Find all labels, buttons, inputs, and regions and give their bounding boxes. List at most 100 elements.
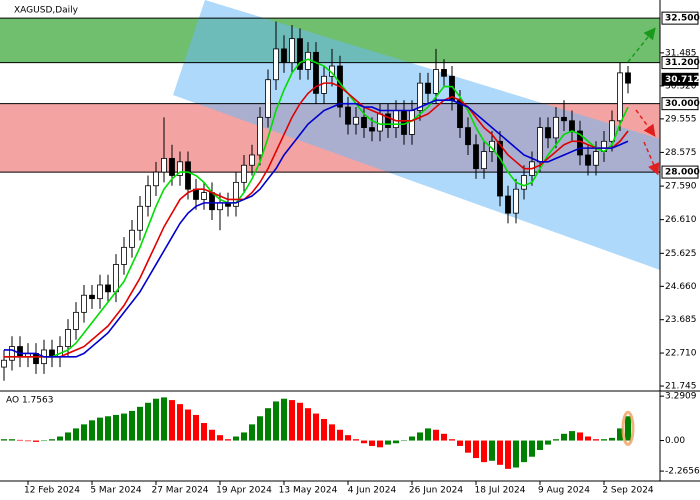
price-label: 32.500 [665,14,700,24]
candle-body [553,116,559,139]
candle-body [73,311,79,330]
chart-title: XAGUSD,Daily [14,6,79,16]
ao-bar [185,409,191,441]
candle-body [473,144,479,170]
ao-bar [1,439,7,441]
y-tick-label: 21.745 [665,382,697,392]
ao-bar [313,413,319,441]
ao-bar [17,439,23,441]
candle-body [113,264,119,293]
ao-bar [105,416,111,441]
price-label-box [661,11,699,25]
candle-body [81,294,87,313]
ao-bar [625,416,631,441]
ao-bar [297,402,303,441]
y-tick-label: 3.2909 [665,392,697,402]
ao-bar [377,440,383,448]
moving-average [4,58,629,358]
x-tick-label: 5 Mar 2024 [90,486,142,496]
y-tick-label: 23.685 [665,315,697,325]
ao-bar [609,437,615,441]
ao-bar [521,440,527,463]
ao-bar [233,436,239,441]
ao-bar [73,428,79,441]
ao-bar [145,402,151,441]
y-tick-label: 29.555 [665,114,697,124]
candle-body [617,72,623,122]
ao-bar [9,439,15,441]
ao-bar [577,432,583,441]
candle-body [129,229,135,248]
x-tick-label: 4 Jun 2024 [348,486,397,496]
ao-bar [121,413,127,441]
ao-panel [1,397,635,469]
y-tick-label: -2.2656 [665,467,700,477]
ao-bar [569,431,575,441]
candle-body [169,157,175,176]
candle-body [105,284,111,293]
candle-body [465,127,471,146]
candle-body [321,75,327,94]
price-channel [173,0,660,270]
candle-body [89,294,95,300]
x-tick-label: 19 Apr 2024 [216,486,272,496]
candle-body [393,110,399,129]
ao-bar [585,436,591,441]
candle-body [121,246,127,265]
ao-bar [473,440,479,459]
candle-body [209,192,215,211]
axes [0,0,700,482]
ao-bar [161,397,167,441]
ao-bar [25,440,31,442]
ao-bar [257,416,263,441]
ao-bar [65,432,71,441]
x-tick-label: 26 Jun 2024 [409,486,463,496]
candle-body [281,48,287,64]
y-tick-label: 22.710 [665,349,697,359]
ao-bar [153,398,159,441]
indicator-title: AO 1.7563 [6,396,53,406]
ao-bar [545,440,551,445]
ao-bar [353,439,359,441]
x-tick-label: 2 Sep 2024 [602,486,654,496]
candle-body [377,113,383,132]
candle-body [513,188,519,214]
ao-bar [273,401,279,441]
ao-bar [553,439,559,441]
candle-body [409,110,415,135]
y-tick-label: 25.625 [665,249,697,259]
ao-bar [457,440,463,446]
ao-bar [241,432,247,441]
candle-body [569,120,575,132]
ao-bar [249,424,255,441]
ao-bar [265,408,271,441]
y-tick-label: 27.590 [665,182,697,192]
y-tick-label: 24.660 [665,282,697,292]
candle-body [17,346,23,358]
ao-bar [289,400,295,441]
ao-bar [41,440,47,442]
ao-bar [305,408,311,441]
candle-body [273,48,279,81]
candle-body [497,140,503,197]
channel-layer [173,0,660,270]
ao-bar [217,435,223,441]
price-label-box [661,165,699,179]
candle-body [201,192,207,200]
candle-body [441,69,447,77]
ao-bar [369,440,375,446]
ao-bar [465,440,471,453]
price-label: 30.712 [665,75,700,85]
ao-bar [33,440,39,442]
ao-bar [505,440,511,469]
candle-body [425,82,431,94]
ao-bar [345,435,351,441]
candle-body [417,82,423,111]
candle-body [481,151,487,170]
price-label-box [661,97,699,111]
ao-bar [385,440,391,445]
candle-body [185,161,191,190]
ao-bar [89,420,95,441]
candle-body [217,202,223,211]
